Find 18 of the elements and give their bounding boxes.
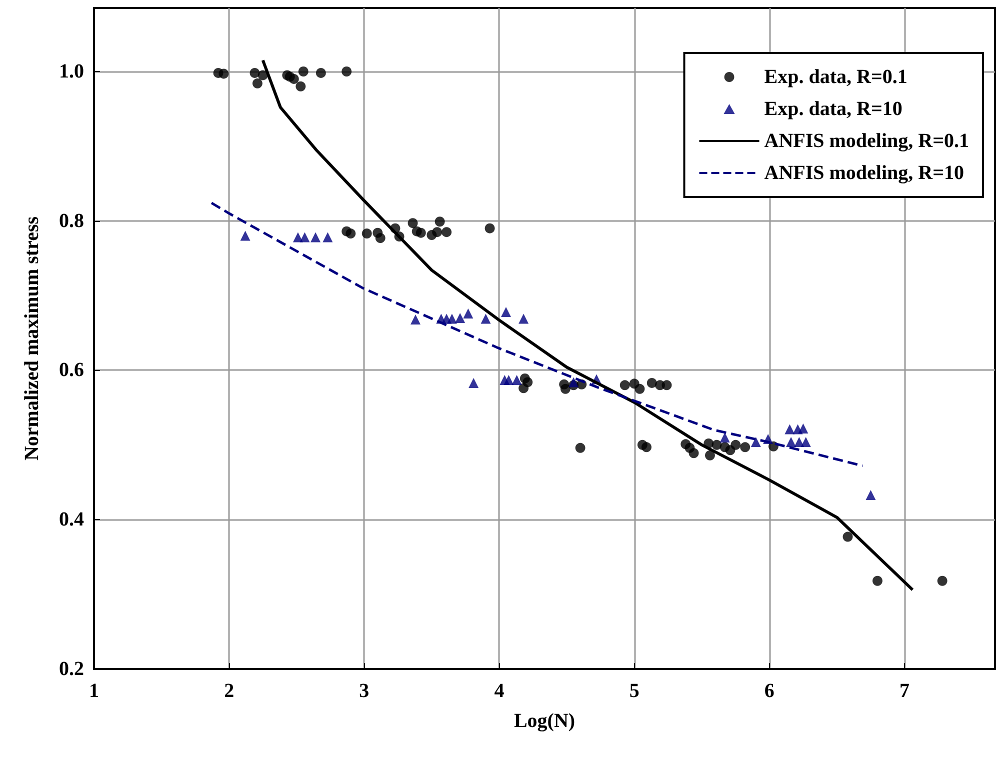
x-tick-label: 2 [224,680,234,702]
legend-label: ANFIS modeling, R=0.1 [764,130,970,152]
x-tick-label: 3 [359,680,370,702]
x-tick-label: 5 [629,680,640,702]
y-axis-title: Normalized maximum stress [21,216,43,461]
legend-label: Exp. data, R=0.1 [764,66,908,88]
x-tick-label: 1 [89,680,99,702]
y-tick-label: 0.8 [59,210,84,232]
y-tick-label: 0.4 [59,508,84,531]
legend-label: ANFIS modeling, R=10 [764,162,964,184]
x-tick-label: 7 [899,680,910,702]
y-tick-label: 1.0 [59,60,84,82]
legend-label: Exp. data, R=10 [764,98,902,120]
y-tick-label: 0.6 [59,359,84,382]
x-axis-title: Log(N) [514,710,576,732]
y-tick-label: 0.2 [59,658,84,680]
x-tick-label: 4 [494,680,504,702]
x-tick-label: 6 [764,680,774,702]
